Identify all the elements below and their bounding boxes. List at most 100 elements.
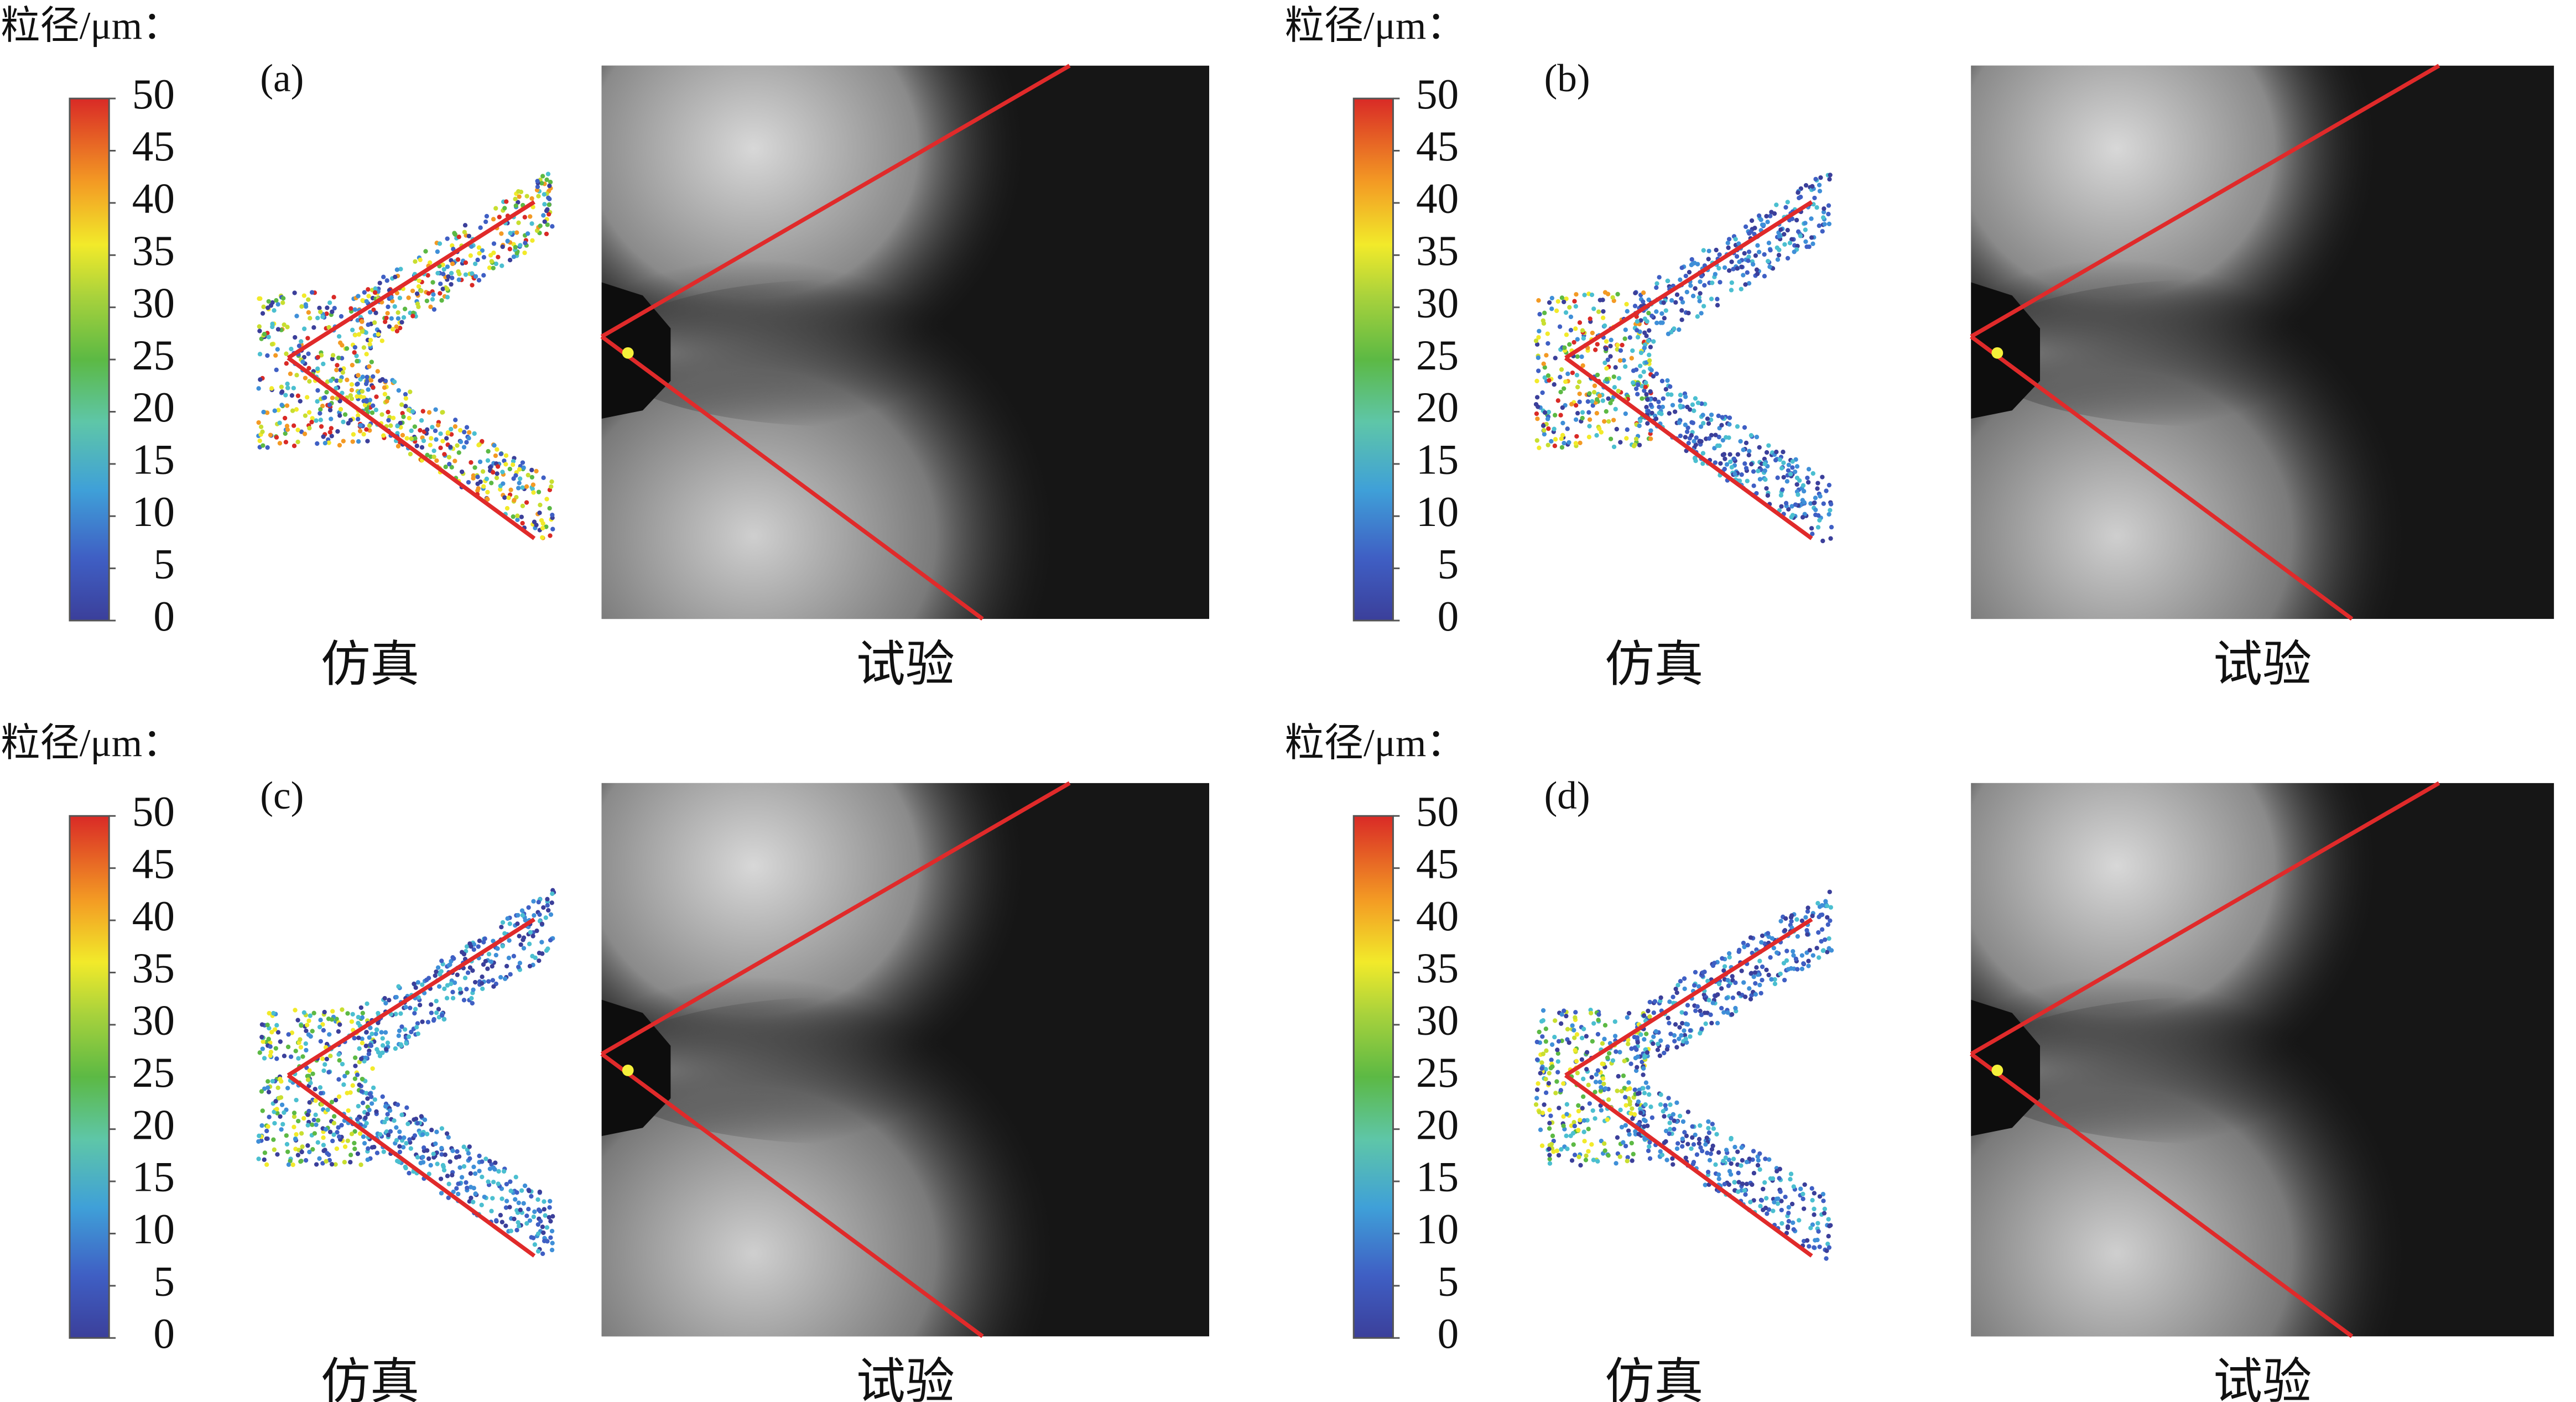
spray-droplet (420, 982, 425, 987)
spray-droplet (495, 447, 499, 452)
spray-droplet (259, 1089, 264, 1094)
spray-droplet (1725, 1010, 1730, 1015)
spray-droplet (483, 219, 488, 225)
spray-droplet (258, 296, 263, 301)
spray-droplet (537, 950, 542, 956)
spray-droplet (462, 976, 468, 981)
spray-droplet (1758, 217, 1763, 222)
spray-droplet (1828, 905, 1834, 910)
spray-droplet (345, 1138, 350, 1143)
spray-droplet (1604, 339, 1609, 344)
spray-droplet (279, 1102, 285, 1107)
spray-droplet (1641, 1086, 1646, 1091)
spray-droplet (398, 1042, 403, 1047)
spray-droplet (1817, 1194, 1823, 1199)
spray-droplet (514, 1190, 519, 1195)
spray-droplet (1623, 411, 1628, 416)
spray-droplet (318, 309, 323, 315)
unit-label: 粒径/μm： (1285, 4, 1466, 48)
spray-droplet (1698, 291, 1703, 296)
spray-droplet (1630, 1158, 1635, 1163)
spray-droplet (1742, 461, 1747, 466)
spray-droplet (386, 304, 391, 309)
spray-droplet (295, 393, 301, 398)
spray-droplet (501, 481, 506, 486)
spray-droplet (1573, 1010, 1578, 1015)
spray-droplet (1581, 1026, 1586, 1031)
colorbar-tick-label: 30 (132, 279, 175, 326)
spray-droplet (327, 1129, 333, 1134)
spray-droplet (1715, 992, 1720, 997)
spray-droplet (1564, 296, 1569, 301)
spray-droplet (306, 351, 311, 356)
spray-droplet (1555, 1070, 1560, 1075)
spray-droplet (1613, 365, 1618, 370)
spray-droplet (482, 1195, 487, 1200)
spray-droplet (449, 258, 454, 263)
spray-droplet (542, 1199, 547, 1204)
spray-droplet (295, 1153, 301, 1158)
spray-droplet (385, 1112, 390, 1117)
spray-droplet (366, 322, 371, 327)
spray-droplet (1602, 1036, 1607, 1041)
spray-droplet (1635, 319, 1640, 324)
spray-droplet (1649, 1115, 1655, 1120)
spray-droplet (467, 965, 473, 970)
spray-droplet (307, 425, 312, 431)
spray-droplet (504, 505, 510, 511)
spray-droplet (449, 432, 454, 437)
spray-droplet (1559, 367, 1564, 372)
spray-droplet (1602, 1148, 1607, 1153)
spray-droplet (1666, 1096, 1671, 1101)
spray-droplet (434, 998, 439, 1004)
spray-droplet (1706, 1130, 1712, 1135)
spray-droplet (329, 416, 334, 421)
spray-droplet (440, 1163, 446, 1168)
spray-droplet (370, 410, 375, 415)
spray-droplet (1536, 298, 1541, 303)
spray-droplet (1739, 968, 1744, 973)
spray-droplet (1728, 459, 1733, 465)
spray-droplet (407, 415, 412, 421)
spray-droplet (1663, 387, 1668, 392)
spray-droplet (341, 1082, 346, 1087)
spray-droplet (535, 184, 540, 189)
spray-droplet (516, 1223, 522, 1228)
spray-droplet (362, 403, 368, 408)
spray-droplet (1641, 290, 1646, 295)
spray-droplet (529, 1235, 534, 1240)
spray-droplet (1748, 935, 1753, 940)
spray-droplet (473, 1191, 478, 1196)
spray-droplet (480, 986, 485, 992)
spray-droplet (1794, 475, 1800, 481)
spray-droplet (1756, 249, 1762, 254)
spray-droplet (1752, 226, 1757, 231)
nozzle (1971, 999, 2041, 1137)
spray-droplet (441, 1168, 447, 1173)
spray-droplet (356, 1035, 361, 1040)
spray-droplet (358, 423, 363, 428)
spray-droplet (1576, 1103, 1581, 1108)
spray-droplet (404, 1105, 409, 1110)
spray-droplet (362, 290, 367, 295)
spray-droplet (1799, 953, 1805, 958)
spray-droplet (1810, 953, 1815, 958)
spray-droplet (1797, 1218, 1802, 1223)
spray-droplet (260, 429, 265, 434)
spray-droplet (435, 270, 440, 276)
spray-droplet (1557, 1106, 1562, 1111)
spray-droplet (1714, 1132, 1719, 1137)
spray-droplet (485, 489, 490, 495)
spray-droplet (516, 1200, 521, 1206)
spray-droplet (1602, 1141, 1607, 1146)
spray-droplet (435, 423, 441, 428)
spray-droplet (364, 1030, 369, 1035)
spray-droplet (1821, 210, 1826, 215)
spray-droplet (1557, 324, 1563, 329)
spray-droplet (539, 921, 545, 926)
spray-droplet (330, 1009, 335, 1014)
spray-droplet (292, 1111, 297, 1116)
spray-droplet (335, 1130, 340, 1135)
spray-droplet (1597, 426, 1602, 431)
spray-droplet (471, 1186, 476, 1191)
